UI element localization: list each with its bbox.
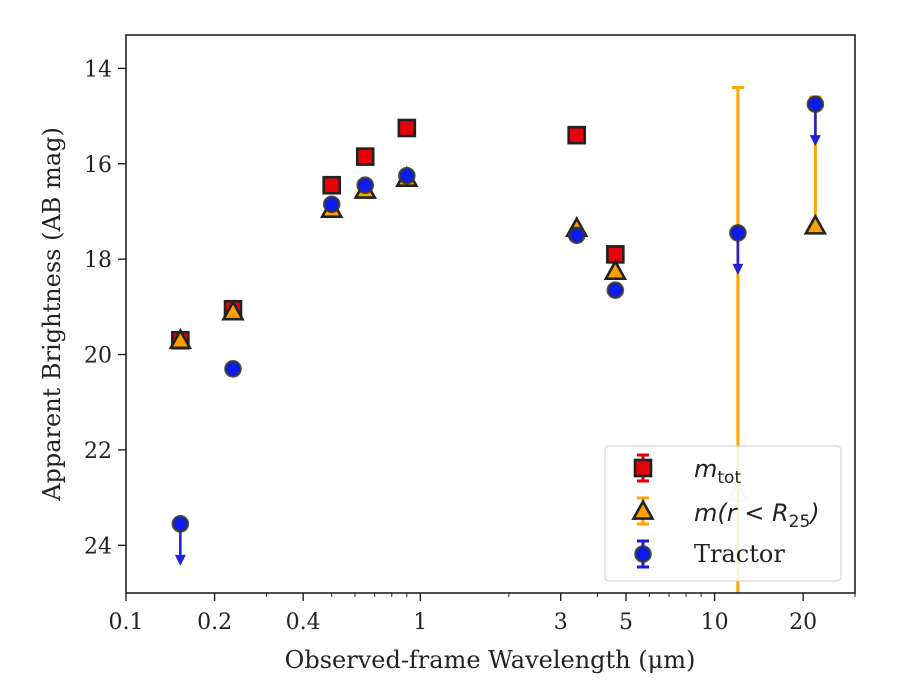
- y-tick-label-3: 20: [84, 344, 112, 369]
- x-tick-label-6: 10: [701, 610, 729, 635]
- legend-symbol-m-r25: [631, 496, 655, 526]
- legend-marker-mtot: [633, 458, 653, 478]
- point-m-r25-1: [221, 299, 245, 321]
- plot-frame: [125, 34, 856, 594]
- legend-symbol-tractor: [634, 539, 652, 569]
- legend-marker-tractor: [634, 545, 652, 563]
- point-mtot-5: [567, 125, 587, 145]
- point-tractor-1: [224, 360, 242, 378]
- point-tractor-7: [729, 224, 747, 242]
- legend-box: [604, 445, 842, 582]
- point-mtot-2: [322, 175, 342, 195]
- legend: mtot m(r < R25) Tractor: [604, 445, 842, 582]
- y-tick-label-0: 14: [84, 57, 112, 82]
- y-tick-label-1: 16: [84, 153, 112, 178]
- x-tick-label-3: 1: [413, 610, 427, 635]
- y-tick-label-2: 18: [84, 248, 112, 273]
- legend-label-mtot: mtot: [694, 455, 741, 488]
- upper-limit-arrow-tractor-0: [174, 554, 186, 566]
- point-m-r25-0: [168, 328, 193, 350]
- x-tick-label-0: 0.1: [109, 610, 144, 635]
- legend-symbol-mtot: [633, 453, 653, 483]
- point-m-r25-6: [603, 258, 628, 280]
- point-tractor-0: [171, 515, 190, 533]
- y-tick-label-4: 22: [84, 439, 112, 464]
- legend-marker-m-r25: [631, 498, 655, 520]
- y-axis-ticks: 14 16 18 20 22 24: [84, 57, 126, 559]
- x-tick-label-1: 0.2: [197, 610, 232, 635]
- x-tick-label-2: 0.4: [286, 610, 321, 635]
- x-tick-label-7: 20: [789, 610, 817, 635]
- point-mtot-4: [397, 118, 417, 138]
- x-axis-label: Observed-frame Wavelength (μm): [285, 646, 696, 674]
- legend-label-m-r25: m(r < R25): [694, 499, 820, 532]
- point-tractor-5: [567, 226, 586, 245]
- x-axis-ticks: 0.1 0.2 0.4 1 3 5 10 20: [109, 593, 856, 635]
- point-tractor-4: [398, 166, 416, 185]
- point-tractor-6: [606, 281, 625, 299]
- point-m-r25-8: [803, 213, 828, 235]
- point-mtot-3: [355, 147, 375, 166]
- x-tick-label-4: 3: [554, 610, 568, 635]
- y-axis-label: Apparent Brightness (AB mag): [38, 127, 66, 502]
- legend-label-tractor: Tractor: [694, 540, 785, 568]
- point-tractor-2: [322, 195, 341, 214]
- point-tractor-8: [806, 95, 825, 113]
- upper-limit-arrow-tractor-8: [809, 135, 821, 147]
- upper-limit-arrow-tractor-7: [732, 263, 744, 275]
- y-tick-label-5: 24: [84, 534, 112, 559]
- x-tick-label-5: 5: [619, 610, 633, 635]
- point-tractor-3: [356, 176, 375, 195]
